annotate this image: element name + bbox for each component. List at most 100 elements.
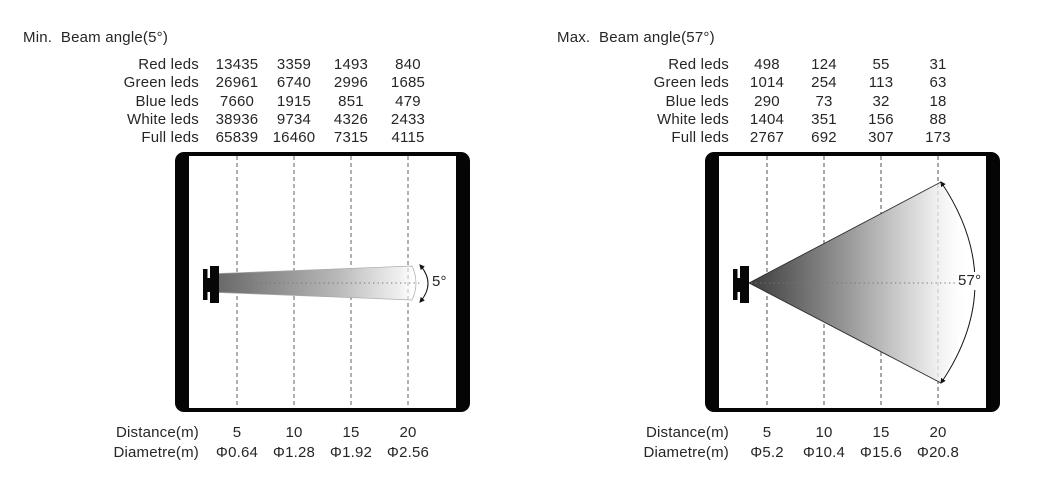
row-label: Distance(m) [645,424,729,441]
led-lux-value: 65839 [215,129,259,146]
fixture-back-plate [733,269,738,300]
led-lux-value: 9734 [276,111,312,128]
fixture-body [740,266,749,303]
row-label: Diametre(m) [113,444,199,461]
led-lux-value: 1915 [276,93,312,110]
beam-diagram-min-canvas [203,156,429,408]
led-lux-value: 73 [815,93,833,110]
led-lux-value: 7660 [219,93,255,110]
led-lux-value: 156 [868,111,894,128]
light-fixture-icon [733,266,749,303]
diameter-value: Φ1.92 [329,444,373,461]
row-label: Blue leds [665,93,729,110]
panel-title: Min. Beam angle(5°) [23,29,169,46]
table-row-green-leds: Green leds 26961 6740 2996 1685 [0,74,520,92]
table-row-white-leds: White leds 38936 9734 4326 2433 [0,111,520,129]
light-fixture-icon [203,266,219,303]
led-lux-value: 16460 [272,129,316,146]
beam-diagram-max-canvas [733,156,976,408]
led-lux-value: 2767 [749,129,785,146]
led-lux-value: 13435 [215,56,259,73]
row-label: Red leds [138,56,199,73]
row-label: White leds [656,111,729,128]
led-lux-value: 4326 [333,111,369,128]
led-lux-value: 692 [811,129,837,146]
table-row-white-leds: White leds 1404 351 156 88 [530,111,1050,129]
led-lux-value: 840 [395,56,421,73]
fixture-yoke [207,278,211,292]
row-label: Distance(m) [115,424,199,441]
led-lux-value: 55 [872,56,890,73]
fixture-body [210,266,219,303]
row-label: Diametre(m) [643,444,729,461]
diameter-value: Φ1.28 [272,444,316,461]
diameter-value: Φ5.2 [750,444,784,461]
distance-value: 5 [762,424,772,441]
table-row-diameter: Diametre(m) Φ5.2 Φ10.4 Φ15.6 Φ20.8 [530,444,1050,462]
table-row-distance: Distance(m) 5 10 15 20 [530,424,1050,442]
panel-title: Max. Beam angle(57°) [557,29,715,46]
led-lux-value: 851 [338,93,364,110]
table-row-green-leds: Green leds 1014 254 113 63 [530,74,1050,92]
panel-max-beam-angle: Max. Beam angle(57°) Red leds 498 124 55… [530,0,1050,490]
beam-angle-arc [419,264,429,303]
led-lux-value: 1014 [749,74,785,91]
led-lux-value: 31 [929,56,947,73]
distance-value: 10 [815,424,833,441]
led-lux-value: 2996 [333,74,369,91]
table-row-blue-leds: Blue leds 290 73 32 18 [530,93,1050,111]
panel-min-beam-angle: Min. Beam angle(5°) Red leds 13435 3359 … [0,0,520,490]
led-lux-value: 88 [929,111,947,128]
room-frame [175,152,470,412]
led-lux-value: 32 [872,93,890,110]
fixture-back-plate [203,269,208,300]
diameter-value: Φ15.6 [859,444,903,461]
led-lux-value: 290 [754,93,780,110]
led-lux-value: 479 [395,93,421,110]
room-frame [705,152,1000,412]
table-row-red-leds: Red leds 13435 3359 1493 840 [0,56,520,74]
beam-edge-bottom [748,282,942,384]
led-lux-value: 38936 [215,111,259,128]
row-label: Full leds [141,129,199,146]
led-lux-value: 4115 [391,129,425,146]
diameter-value: Φ10.4 [802,444,846,461]
row-label: Green leds [653,74,729,91]
distance-value: 20 [929,424,947,441]
led-lux-value: 1493 [333,56,369,73]
table-row-full-leds: Full leds 65839 16460 7315 4115 [0,129,520,147]
diameter-value: Φ20.8 [916,444,960,461]
led-lux-value: 2433 [390,111,426,128]
led-lux-value: 6740 [276,74,312,91]
distance-value: 15 [872,424,890,441]
diameter-value: Φ0.64 [215,444,259,461]
led-lux-value: 498 [754,56,780,73]
row-label: Blue leds [135,93,199,110]
beam-angle-value: 57° [957,272,983,290]
beam-cone [749,182,967,383]
table-row-full-leds: Full leds 2767 692 307 173 [530,129,1050,147]
led-lux-value: 26961 [215,74,259,91]
table-row-red-leds: Red leds 498 124 55 31 [530,56,1050,74]
fixture-yoke [737,278,741,292]
led-lux-value: 351 [811,111,837,128]
led-lux-value: 63 [929,74,947,91]
beam-diagram-min [175,152,470,412]
table-row-diameter: Diametre(m) Φ0.64 Φ1.28 Φ1.92 Φ2.56 [0,444,520,462]
table-row-blue-leds: Blue leds 7660 1915 851 479 [0,93,520,111]
table-row-distance: Distance(m) 5 10 15 20 [0,424,520,442]
led-lux-value: 307 [868,129,894,146]
row-label: Full leds [671,129,729,146]
beam-cone [218,265,417,301]
led-lux-value: 113 [868,74,894,91]
beam-diagram-max [705,152,1000,412]
distance-value: 20 [399,424,417,441]
row-label: Red leds [668,56,729,73]
led-lux-value: 124 [811,56,837,73]
led-lux-value: 7315 [333,129,369,146]
distance-value: 15 [342,424,360,441]
led-lux-value: 254 [811,74,837,91]
row-label: White leds [126,111,199,128]
led-lux-value: 173 [925,129,951,146]
